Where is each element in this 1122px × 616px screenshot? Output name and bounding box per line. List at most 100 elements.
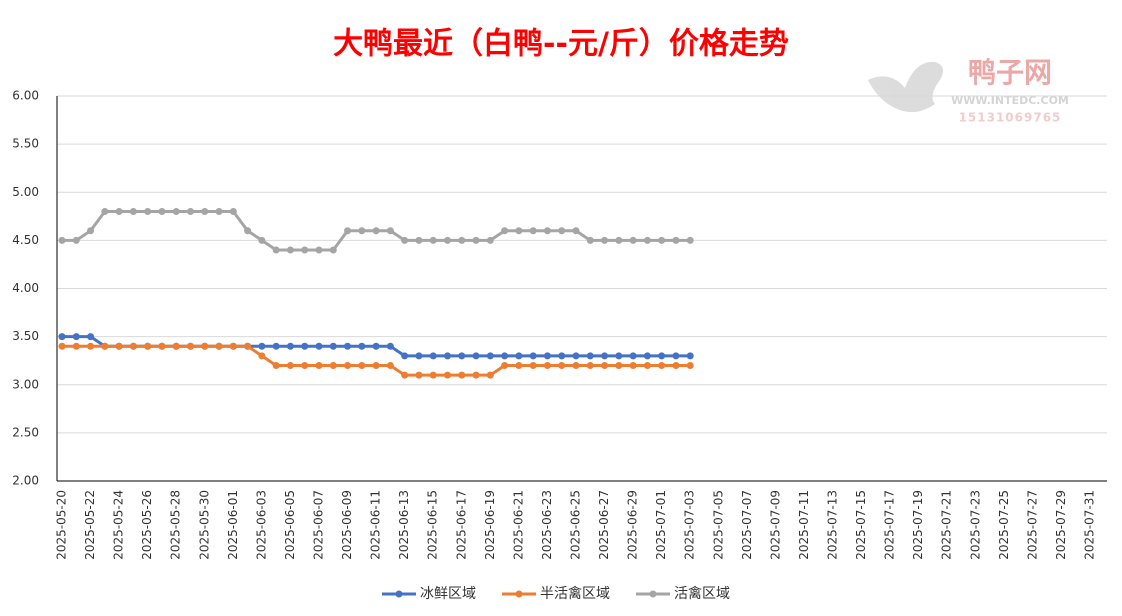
x-tick-label: 2025-06-01 (226, 490, 240, 560)
data-point (486, 371, 494, 379)
x-tick-label: 2025-06-03 (254, 490, 268, 560)
data-point (258, 236, 266, 244)
data-point (358, 227, 366, 235)
data-point (286, 342, 294, 350)
x-tick-label: 2025-07-27 (1025, 490, 1039, 560)
data-point (643, 352, 651, 360)
x-tick-label: 2025-07-15 (854, 490, 868, 560)
data-point (572, 227, 580, 235)
data-point (286, 246, 294, 254)
data-point (401, 371, 409, 379)
data-point (129, 342, 137, 350)
x-tick-label: 2025-06-09 (340, 490, 354, 560)
data-point (315, 342, 323, 350)
data-point (558, 362, 566, 369)
y-tick-label: 6.00 (12, 89, 39, 103)
x-tick-label: 2025-05-20 (55, 490, 69, 560)
data-point (144, 342, 152, 350)
data-point (244, 227, 252, 235)
data-point (344, 362, 352, 369)
data-point (301, 362, 309, 369)
legend-label: 活禽区域 (674, 585, 730, 602)
x-tick-label: 2025-07-01 (654, 490, 668, 560)
data-point (472, 352, 480, 360)
x-tick-label: 2025-05-28 (169, 490, 183, 560)
data-point (72, 236, 80, 244)
chart-title: 大鸭最近（白鸭--元/斤）价格走势 (333, 27, 789, 62)
x-tick-label: 2025-06-23 (540, 490, 554, 560)
data-point (386, 362, 394, 369)
data-point (444, 236, 451, 244)
data-point (529, 227, 537, 235)
x-tick-label: 2025-05-30 (197, 490, 211, 560)
data-point (529, 352, 537, 360)
x-tick-label: 2025-06-13 (397, 490, 411, 560)
data-point (615, 236, 623, 244)
legend-label: 半活禽区域 (540, 585, 610, 602)
data-point (501, 227, 509, 235)
data-point (658, 362, 666, 369)
data-point (187, 208, 194, 215)
legend-marker (395, 590, 403, 598)
data-point (329, 362, 337, 369)
data-point (401, 352, 409, 360)
data-point (201, 208, 209, 215)
data-point (144, 208, 152, 215)
data-point (686, 352, 694, 360)
data-point (286, 362, 294, 369)
x-tick-label: 2025-06-11 (369, 490, 383, 560)
data-point (115, 208, 123, 215)
data-point (272, 246, 280, 254)
data-point (444, 352, 451, 360)
data-point (344, 342, 352, 350)
data-point (429, 371, 437, 379)
x-tick-label: 2025-06-21 (511, 490, 525, 560)
watermark-url: WWW.INTEDC.COM (951, 94, 1069, 107)
data-point (401, 236, 409, 244)
data-point (301, 342, 309, 350)
x-tick-label: 2025-07-31 (1083, 490, 1097, 560)
data-point (658, 236, 666, 244)
data-point (315, 362, 323, 369)
data-point (72, 342, 80, 350)
data-point (601, 236, 609, 244)
watermark-logo (868, 61, 944, 113)
data-point (258, 342, 266, 350)
data-point (386, 227, 394, 235)
data-point (58, 236, 66, 244)
data-point (586, 352, 594, 360)
legend-label: 冰鲜区域 (420, 586, 476, 602)
data-point (415, 236, 423, 244)
data-point (101, 208, 109, 215)
data-point (643, 362, 651, 369)
data-point (643, 236, 651, 244)
data-point (115, 342, 123, 350)
watermark: 鸭子网 WWW.INTEDC.COM 15131069765 (868, 56, 1069, 125)
data-point (386, 342, 394, 350)
data-point (543, 362, 551, 369)
legend-marker (649, 590, 657, 598)
data-point (172, 208, 180, 215)
x-tick-label: 2025-06-29 (626, 490, 640, 560)
data-point (129, 208, 137, 215)
x-tick-label: 2025-07-19 (911, 490, 925, 560)
data-point (444, 371, 451, 379)
data-point (543, 227, 551, 235)
x-tick-label: 2025-07-11 (797, 490, 811, 560)
x-tick-label: 2025-07-13 (826, 490, 840, 560)
data-point (472, 236, 480, 244)
data-point (629, 236, 637, 244)
data-point (472, 371, 480, 379)
data-point (572, 352, 580, 360)
watermark-phone: 15131069765 (959, 111, 1062, 125)
x-tick-label: 2025-07-21 (940, 490, 954, 560)
x-tick-label: 2025-07-29 (1054, 490, 1068, 560)
x-tick-label: 2025-06-27 (597, 490, 611, 560)
data-point (229, 208, 237, 215)
data-point (258, 352, 266, 360)
y-tick-label: 3.50 (12, 329, 39, 343)
data-point (372, 362, 380, 369)
x-tick-label: 2025-07-05 (711, 490, 725, 560)
x-tick-label: 2025-07-09 (768, 490, 782, 560)
